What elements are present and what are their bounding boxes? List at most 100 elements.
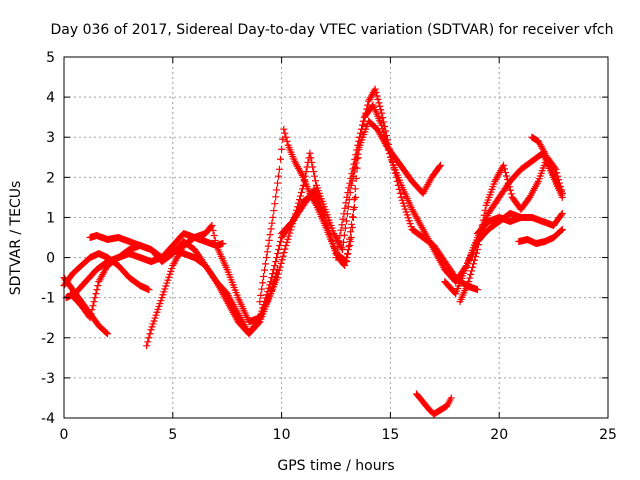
data-point-fill (344, 203, 352, 211)
data-point-fill (540, 148, 548, 156)
data-point-fill (385, 150, 393, 158)
y-tick-label: -1 (41, 291, 55, 307)
data-point (256, 314, 264, 322)
data-point-fill (348, 223, 356, 231)
data-point-fill (374, 95, 382, 103)
data-point (273, 274, 281, 282)
plot-frame (63, 56, 609, 419)
data-point-fill (383, 143, 391, 151)
data-point (267, 278, 275, 286)
data-point-fill (264, 242, 272, 250)
data-point-fill (94, 282, 102, 290)
data-point-fill (470, 260, 478, 268)
data-point-fill (505, 183, 513, 191)
data-point-fill (334, 243, 342, 251)
data-point-fill (87, 310, 95, 318)
data-point-fill (358, 121, 366, 129)
data-point-fill (342, 217, 350, 225)
data-point-fill (271, 262, 279, 270)
data-point-fill (273, 254, 281, 262)
data-point-fill (325, 227, 333, 235)
data-marks (60, 85, 566, 418)
data-point-fill (282, 133, 290, 141)
data-point-fill (284, 235, 292, 243)
data-point (349, 205, 357, 213)
data-point-fill (272, 258, 280, 266)
chart-title: Day 036 of 2017, Sidereal Day-to-day VTE… (50, 22, 613, 38)
data-point-fill (268, 219, 276, 227)
data-point-fill (384, 146, 392, 154)
data-point (473, 286, 481, 294)
data-point (145, 286, 153, 294)
data-point-fill (281, 129, 289, 137)
data-point-fill (357, 129, 365, 137)
data-point-fill (298, 185, 306, 193)
x-tick-label: 0 (60, 427, 69, 443)
data-point-fill (342, 257, 350, 265)
data-point-fill (280, 249, 288, 257)
y-tick-label: 5 (46, 50, 55, 66)
data-point-fill (467, 270, 475, 278)
data-point-fill (145, 334, 153, 342)
data-point-fill (207, 223, 215, 231)
data-point-fill (278, 145, 286, 153)
data-point-fill (383, 139, 391, 147)
data-point-fill (380, 128, 388, 136)
data-point-fill (311, 177, 319, 185)
data-point-fill (326, 230, 334, 238)
data-point-fill (264, 287, 272, 295)
data-point-fill (263, 248, 271, 256)
data-point-fill (300, 177, 308, 185)
data-point-fill (342, 199, 350, 207)
data-point-fill (275, 266, 283, 274)
series-arc-11 (413, 390, 455, 418)
data-point-fill (261, 266, 269, 274)
data-point-fill (340, 210, 348, 218)
x-tick-label: 25 (599, 427, 617, 443)
data-point-fill (480, 211, 488, 219)
data-point-fill (272, 193, 280, 201)
data-point-fill (277, 238, 285, 246)
x-tick-label: 20 (490, 427, 508, 443)
data-point-fill (90, 298, 98, 306)
data-point-fill (350, 160, 358, 168)
data-point-fill (472, 253, 480, 261)
data-point (143, 342, 151, 350)
data-point (465, 278, 473, 286)
data-point-fill (344, 250, 352, 258)
data-point-fill (267, 225, 275, 233)
data-point-fill (327, 233, 335, 241)
data-point-fill (344, 189, 352, 197)
data-point-fill (341, 224, 349, 232)
data-point-fill (276, 242, 284, 250)
data-point (256, 298, 264, 306)
data-point-fill (345, 184, 353, 192)
data-point-fill (278, 256, 286, 264)
data-point (219, 240, 227, 248)
data-point-fill (479, 216, 487, 224)
data-point-fill (259, 279, 267, 287)
data-point-fill (345, 242, 353, 250)
data-point (280, 125, 288, 133)
data-point-fill (266, 281, 274, 289)
y-tick-label: 1 (46, 210, 55, 226)
data-point (275, 165, 283, 173)
data-point (371, 85, 379, 93)
data-point-fill (310, 168, 318, 176)
data-point-fill (311, 200, 319, 208)
data-point-fill (261, 260, 269, 268)
data-point-fill (257, 291, 265, 299)
data-point-fill (373, 92, 381, 100)
data-point-fill (275, 246, 283, 254)
data-point-fill (322, 217, 330, 225)
data-point (558, 209, 566, 217)
data-point-fill (271, 200, 279, 208)
data-point-fill (307, 154, 315, 162)
data-point-fill (359, 117, 367, 125)
data-point (332, 254, 340, 262)
data-point (208, 221, 216, 229)
data-point-fill (296, 192, 304, 200)
data-point-fill (308, 158, 316, 166)
y-tick-label: -4 (41, 411, 55, 427)
